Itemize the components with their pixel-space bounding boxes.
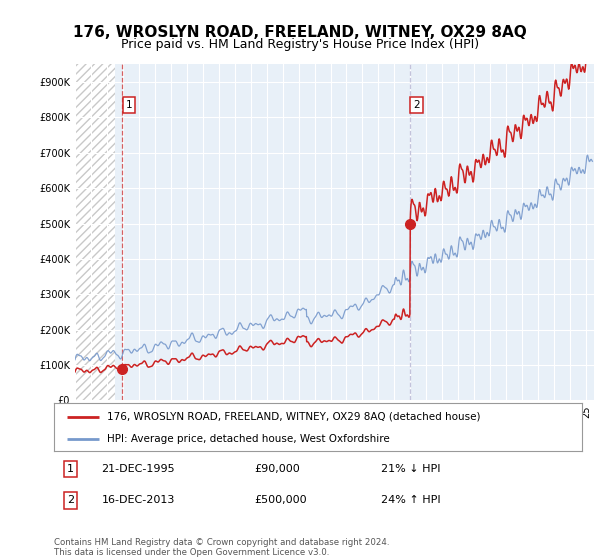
Text: 176, WROSLYN ROAD, FREELAND, WITNEY, OX29 8AQ (detached house): 176, WROSLYN ROAD, FREELAND, WITNEY, OX2…	[107, 412, 481, 422]
Text: 21% ↓ HPI: 21% ↓ HPI	[382, 464, 441, 474]
Text: 16-DEC-2013: 16-DEC-2013	[101, 496, 175, 506]
Text: 21-DEC-1995: 21-DEC-1995	[101, 464, 175, 474]
Text: Contains HM Land Registry data © Crown copyright and database right 2024.
This d: Contains HM Land Registry data © Crown c…	[54, 538, 389, 557]
Text: £500,000: £500,000	[254, 496, 307, 506]
Text: 1: 1	[67, 464, 74, 474]
Text: 2: 2	[413, 100, 419, 110]
Text: 176, WROSLYN ROAD, FREELAND, WITNEY, OX29 8AQ: 176, WROSLYN ROAD, FREELAND, WITNEY, OX2…	[73, 25, 527, 40]
Text: 2: 2	[67, 496, 74, 506]
Text: 24% ↑ HPI: 24% ↑ HPI	[382, 496, 441, 506]
Text: Price paid vs. HM Land Registry's House Price Index (HPI): Price paid vs. HM Land Registry's House …	[121, 38, 479, 51]
Text: 1: 1	[125, 100, 132, 110]
Text: HPI: Average price, detached house, West Oxfordshire: HPI: Average price, detached house, West…	[107, 434, 389, 444]
Text: £90,000: £90,000	[254, 464, 301, 474]
